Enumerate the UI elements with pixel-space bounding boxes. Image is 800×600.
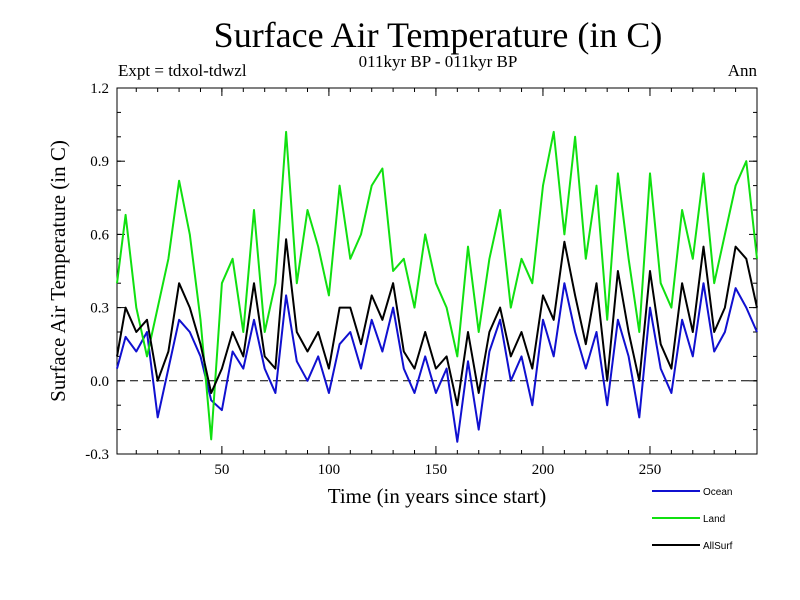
x-tick-label: 100	[318, 462, 341, 478]
y-axis-label: Surface Air Temperature (in C)	[46, 140, 70, 402]
axis-ticks: -0.3 0.0 0.3 0.6 0.9 1.2 50 100 150 200 250	[85, 81, 757, 478]
legend-label-land: Land	[703, 514, 725, 525]
legend-label-allsurf: AllSurf	[703, 541, 733, 552]
y-tick-label: 0.6	[90, 227, 109, 243]
legend: Ocean Land AllSurf	[652, 487, 733, 552]
y-tick-label: 0.0	[90, 374, 109, 390]
y-tick-label: 0.9	[90, 154, 109, 170]
y-tick-label: 0.3	[90, 301, 109, 317]
y-tick-label: -0.3	[85, 447, 109, 463]
x-tick-label: 250	[639, 462, 662, 478]
season-label: Ann	[727, 61, 757, 80]
plot-frame	[116, 87, 758, 455]
x-tick-label: 200	[532, 462, 555, 478]
series-line-land	[116, 130, 758, 441]
series-line-allsurf	[116, 238, 758, 407]
series-line-ocean	[116, 282, 758, 443]
x-tick-label: 50	[214, 462, 229, 478]
y-tick-label: 1.2	[90, 81, 109, 97]
x-axis-label: Time (in years since start)	[328, 484, 547, 508]
x-tick-label: 150	[425, 462, 448, 478]
chart-subtitle: 011kyr BP - 011kyr BP	[358, 52, 518, 71]
series-lines	[116, 130, 758, 443]
chart-title: Surface Air Temperature (in C)	[213, 15, 663, 55]
experiment-label: Expt = tdxol-tdwzl	[118, 61, 247, 80]
legend-label-ocean: Ocean	[703, 487, 732, 498]
